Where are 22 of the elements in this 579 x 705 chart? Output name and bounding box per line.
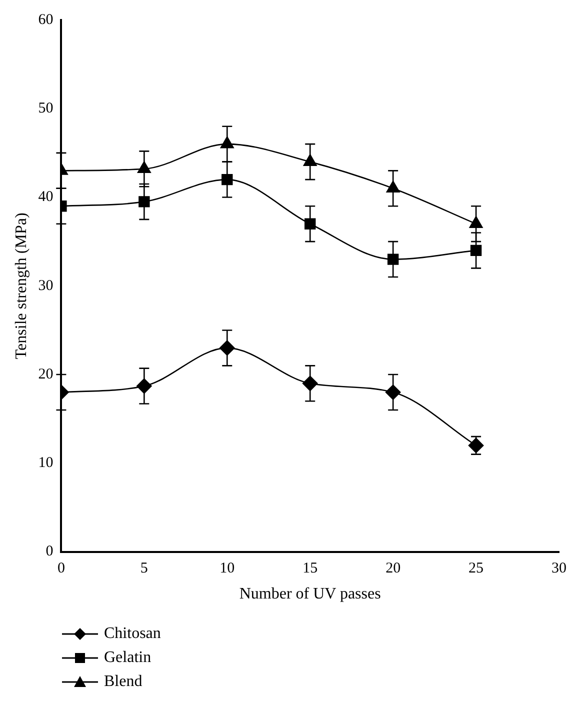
y-tick-label: 0 <box>46 544 54 560</box>
y-axis-title: Tensile strength (MPa) <box>12 212 30 360</box>
x-tick-label: 25 <box>468 560 484 577</box>
x-axis-title: Number of UV passes <box>239 586 381 603</box>
point <box>387 254 399 265</box>
y-tick-label: 20 <box>38 366 54 382</box>
y-tick-label: 30 <box>38 278 54 294</box>
x-tick-label: 5 <box>140 560 148 577</box>
legend-label: Blend <box>104 673 142 690</box>
y-tick-label: 40 <box>38 189 54 206</box>
y-tick-label: 50 <box>38 100 54 117</box>
x-tick-label: 10 <box>220 560 235 577</box>
x-tick-label: 0 <box>57 560 65 577</box>
x-tick-label: 15 <box>302 560 318 577</box>
point <box>385 384 401 400</box>
x-tick-label: 20 <box>386 560 401 577</box>
legend-label: Gelatin <box>104 649 152 666</box>
legend-label: Chitosan <box>104 625 161 642</box>
y-tick-label: 60 <box>38 12 54 28</box>
point <box>138 196 150 208</box>
y-tick-label: 10 <box>38 455 54 472</box>
x-tick-label: 30 <box>552 560 566 577</box>
